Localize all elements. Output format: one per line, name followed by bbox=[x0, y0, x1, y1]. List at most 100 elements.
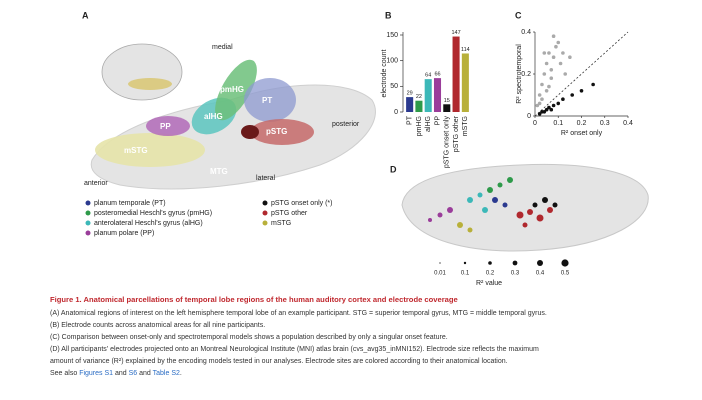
size-key-label: 0.2 bbox=[486, 271, 495, 277]
size-key-label: 0.4 bbox=[536, 271, 545, 277]
bar bbox=[415, 100, 423, 112]
region-onset bbox=[241, 125, 259, 139]
caption-line: amount of variance (R²) explained by the… bbox=[50, 358, 508, 365]
x-tick-label: PT bbox=[406, 115, 413, 125]
legend-swatch bbox=[85, 200, 91, 206]
point bbox=[537, 93, 542, 97]
legend-swatch bbox=[262, 220, 268, 226]
legend-label: pSTG other bbox=[271, 210, 308, 217]
link[interactable]: S6 bbox=[129, 370, 138, 377]
text: and bbox=[113, 370, 129, 377]
size-key bbox=[488, 261, 492, 265]
legend-swatch bbox=[85, 210, 91, 216]
y-axis-title: R² spectrotemporal bbox=[516, 44, 523, 104]
point bbox=[537, 112, 542, 116]
point bbox=[547, 51, 551, 55]
legend-label: pSTG onset only (*) bbox=[271, 200, 332, 207]
point bbox=[549, 107, 554, 112]
caption-line: (B) Electrode counts across anatomical a… bbox=[50, 322, 265, 329]
value-label: 15 bbox=[444, 98, 450, 104]
size-key bbox=[561, 259, 569, 267]
panel-label: C bbox=[515, 10, 522, 20]
legend-label: planum polare (PP) bbox=[94, 230, 154, 237]
text: and bbox=[137, 370, 152, 377]
x-tick-label: pSTG onset only bbox=[444, 116, 451, 169]
point bbox=[547, 105, 551, 110]
region-pstg bbox=[250, 119, 314, 145]
value-label: 147 bbox=[451, 30, 460, 36]
mni-brain bbox=[401, 163, 649, 252]
point bbox=[558, 61, 563, 66]
point bbox=[551, 34, 556, 38]
size-key bbox=[512, 260, 518, 266]
x-tick-label: pSTG other bbox=[453, 115, 460, 152]
point bbox=[540, 97, 544, 101]
caption-line: (A) Anatomical regions of interest on th… bbox=[50, 310, 547, 317]
size-key-label: 0.1 bbox=[461, 271, 470, 277]
panel-label: B bbox=[385, 10, 392, 20]
point bbox=[544, 61, 549, 66]
x-tick-label: PP bbox=[434, 116, 441, 126]
point bbox=[591, 82, 595, 87]
size-key bbox=[439, 262, 441, 264]
point bbox=[542, 110, 547, 114]
region-pp bbox=[146, 116, 190, 136]
region-mstg bbox=[95, 133, 205, 167]
bar bbox=[424, 79, 432, 112]
y-axis-title: electrode count bbox=[381, 50, 388, 98]
inset-brain bbox=[101, 43, 183, 101]
point bbox=[561, 97, 565, 101]
caption-line: (C) Comparison between onset-only and sp… bbox=[50, 334, 448, 341]
point bbox=[537, 101, 542, 106]
bar bbox=[461, 53, 469, 112]
legend-swatch bbox=[262, 200, 268, 206]
legend-swatch bbox=[85, 220, 91, 226]
value-label: 66 bbox=[434, 72, 440, 78]
caption-title: Figure 1. Anatomical parcellations of te… bbox=[50, 295, 458, 304]
point bbox=[549, 68, 554, 72]
electrode-dots bbox=[428, 177, 558, 233]
legend-swatch bbox=[262, 210, 268, 216]
direction-label: lateral bbox=[256, 175, 276, 182]
text: . bbox=[180, 370, 182, 377]
y-tick-label: 50 bbox=[390, 83, 398, 90]
region-pt bbox=[244, 78, 296, 122]
direction-label: anterior bbox=[84, 180, 108, 187]
link[interactable]: Figures S1 bbox=[79, 370, 113, 377]
size-key bbox=[463, 261, 467, 265]
x-tick-label: 0.1 bbox=[553, 120, 563, 127]
point bbox=[551, 55, 556, 59]
direction-label: posterior bbox=[332, 121, 360, 128]
panel-label: A bbox=[82, 10, 89, 20]
y-tick-label: 100 bbox=[386, 58, 398, 65]
x-axis-title: R² onset only bbox=[561, 130, 603, 137]
size-key-label: 0.01 bbox=[434, 271, 446, 277]
bar bbox=[443, 104, 451, 112]
point bbox=[556, 101, 561, 106]
bar bbox=[406, 97, 414, 112]
region-label: pmHG bbox=[220, 85, 244, 94]
bar bbox=[433, 78, 442, 112]
inset-region bbox=[128, 78, 172, 90]
point bbox=[542, 51, 547, 55]
value-label: 114 bbox=[461, 47, 470, 53]
value-label: 64 bbox=[425, 73, 431, 79]
point bbox=[540, 82, 544, 87]
legend-swatch bbox=[85, 230, 91, 236]
size-key-label: 0.3 bbox=[511, 271, 520, 277]
point bbox=[544, 89, 549, 93]
point bbox=[561, 51, 565, 55]
point bbox=[544, 107, 549, 112]
link[interactable]: Table S2 bbox=[153, 370, 180, 377]
x-tick-label: alHG bbox=[425, 116, 432, 132]
region-label: alHG bbox=[204, 112, 223, 121]
point bbox=[579, 89, 584, 93]
legend-label: posteromedial Heschl's gyrus (pmHG) bbox=[94, 210, 212, 217]
y-tick-label: 0.2 bbox=[521, 71, 531, 78]
region-label: mSTG bbox=[124, 146, 148, 155]
x-tick-label: mSTG bbox=[462, 116, 469, 136]
caption-line: (D) All participants' electrodes project… bbox=[50, 346, 539, 353]
region-label: PT bbox=[262, 96, 272, 105]
legend-label: planum temporale (PT) bbox=[94, 200, 166, 207]
legend-label: mSTG bbox=[271, 220, 291, 227]
